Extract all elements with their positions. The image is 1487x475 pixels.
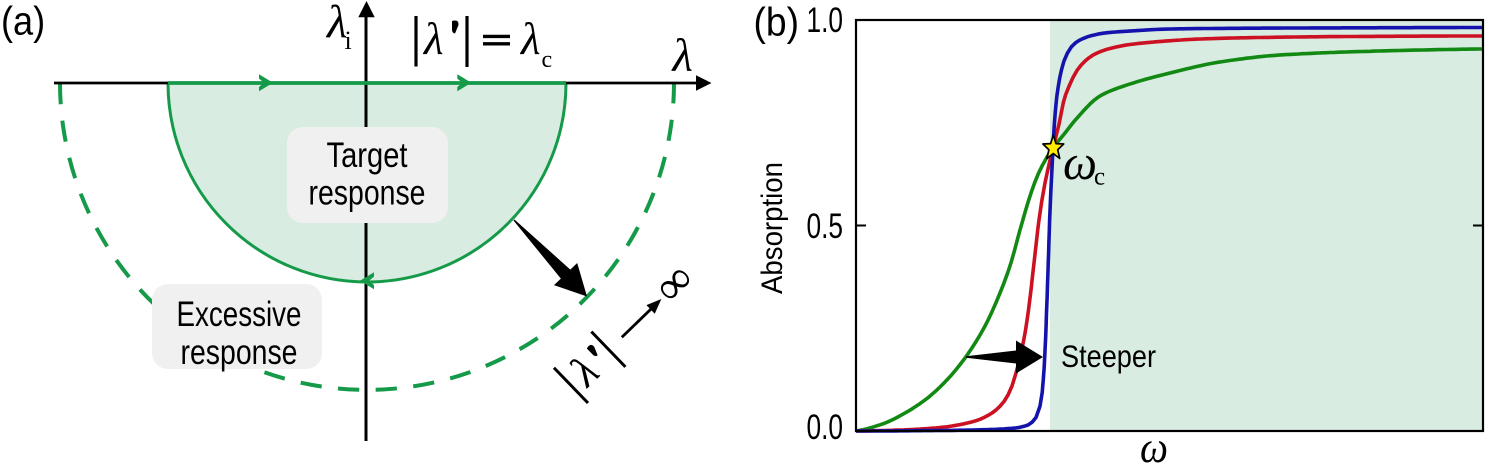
svg-text:0.0: 0.0: [807, 408, 844, 447]
svg-text:response: response: [181, 333, 298, 372]
svg-text:c: c: [1094, 164, 1105, 191]
svg-text:(a): (a): [1, 0, 45, 44]
svg-text:1.0: 1.0: [807, 1, 844, 40]
svg-text:λ: λ: [422, 14, 444, 64]
svg-text:ω: ω: [1140, 423, 1168, 472]
svg-text:response: response: [309, 174, 426, 213]
svg-text:0.5: 0.5: [807, 207, 844, 246]
svg-text:c: c: [542, 47, 553, 73]
svg-text:λ: λ: [559, 347, 608, 397]
svg-text:Absorption: Absorption: [756, 162, 789, 294]
svg-text:λ: λ: [325, 0, 347, 48]
svg-text:ω: ω: [1063, 134, 1097, 190]
svg-text:λ: λ: [519, 14, 541, 64]
svg-text:Target: Target: [327, 136, 408, 175]
svg-text:Excessive: Excessive: [177, 295, 302, 334]
svg-text:i: i: [345, 26, 352, 55]
svg-text:(b): (b): [754, 1, 800, 45]
svg-text:Steeper: Steeper: [1061, 338, 1156, 374]
svg-text:λ: λ: [671, 30, 693, 82]
